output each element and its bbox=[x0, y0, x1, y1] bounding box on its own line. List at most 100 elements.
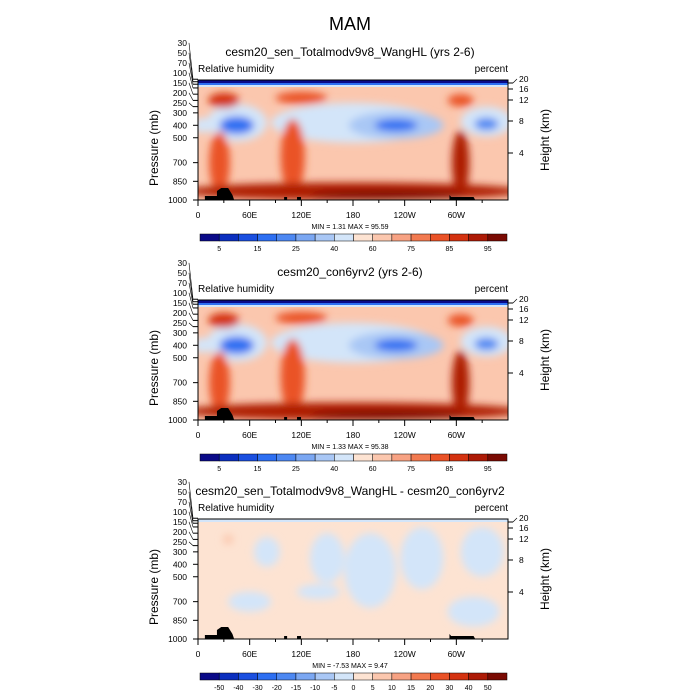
topography-island bbox=[284, 417, 288, 420]
x-tick-label: 180 bbox=[346, 430, 360, 440]
colorbar-box bbox=[468, 233, 489, 242]
y-tick-label: 150 bbox=[173, 78, 187, 88]
y-tick-label: 100 bbox=[173, 288, 187, 298]
y-tick-leader bbox=[188, 52, 194, 82]
field-features bbox=[198, 311, 508, 420]
colorbar-box bbox=[430, 453, 450, 462]
colorbar-label: -10 bbox=[310, 685, 320, 692]
colorbar-box bbox=[449, 233, 469, 242]
colorbar-box bbox=[353, 672, 373, 681]
x-tick-label: 0 bbox=[196, 430, 201, 440]
topography-island bbox=[297, 636, 302, 639]
height-tick-label: 8 bbox=[519, 116, 524, 126]
colorbar-box bbox=[449, 453, 469, 462]
colorbar-box bbox=[199, 672, 220, 681]
colorbar: 5 15 25 40 60 75 85 95 bbox=[199, 453, 508, 473]
y-tick-label: 1000 bbox=[168, 415, 187, 425]
y-tick-label: 500 bbox=[173, 133, 187, 143]
field-features bbox=[222, 526, 504, 627]
colorbar-box bbox=[468, 672, 489, 681]
y-tick-label: 50 bbox=[178, 487, 188, 497]
y-tick-label: 70 bbox=[178, 278, 188, 288]
y-tick-leader bbox=[188, 92, 194, 101]
x-tick-label: 180 bbox=[346, 210, 360, 220]
height-tick-label: 12 bbox=[519, 315, 529, 325]
colorbar-label: 5 bbox=[371, 685, 375, 692]
colorbar-box bbox=[276, 672, 297, 681]
height-tick-leader bbox=[512, 78, 518, 84]
x-tick-label: 120E bbox=[291, 649, 311, 659]
contour-region bbox=[309, 410, 465, 420]
upper-band bbox=[198, 83, 508, 85]
colorbar-box bbox=[257, 453, 277, 462]
min-max-stats: MIN = -7.53 MAX = 9.47 bbox=[312, 663, 388, 670]
height-tick-label: 16 bbox=[519, 523, 529, 533]
contour-region bbox=[452, 350, 470, 416]
y-tick-label: 200 bbox=[173, 88, 187, 98]
panel-2: cesm20_con6yrv2 (yrs 2-6)Relative humidi… bbox=[147, 258, 552, 473]
y-tick-label: 400 bbox=[173, 340, 187, 350]
x-tick-label: 60E bbox=[242, 649, 257, 659]
upper-band bbox=[198, 80, 508, 83]
colorbar-box bbox=[295, 453, 316, 462]
colorbar-box bbox=[314, 453, 335, 462]
contour-region bbox=[198, 337, 211, 353]
colorbar-box bbox=[468, 453, 489, 462]
y-tick-leader bbox=[188, 501, 194, 524]
contour-region bbox=[219, 336, 254, 355]
height-tick-label: 20 bbox=[519, 294, 529, 304]
contour-region bbox=[222, 534, 234, 545]
units-label: percent bbox=[475, 64, 509, 75]
colorbar-box bbox=[238, 453, 258, 462]
contour-region bbox=[208, 92, 240, 108]
y-tick-leader bbox=[188, 511, 194, 528]
colorbar-label: 15 bbox=[254, 246, 262, 253]
y-tick-label: 700 bbox=[173, 597, 187, 607]
contour-region bbox=[460, 526, 504, 577]
y-axis-right-label: Height (km) bbox=[538, 548, 552, 610]
topography-africa bbox=[204, 627, 235, 639]
y-tick-label: 50 bbox=[178, 268, 188, 278]
colorbar-label: 95 bbox=[484, 466, 492, 473]
colorbar-label: 75 bbox=[407, 246, 415, 253]
topography-island bbox=[284, 636, 288, 639]
colorbar-box bbox=[218, 233, 239, 242]
x-tick-label: 120E bbox=[291, 430, 311, 440]
contour-field bbox=[198, 80, 508, 200]
colorbar-box bbox=[391, 233, 412, 242]
y-tick-label: 300 bbox=[173, 328, 187, 338]
y-tick-leader bbox=[188, 272, 194, 302]
y-tick-leader bbox=[188, 312, 194, 321]
colorbar-label: 15 bbox=[254, 466, 262, 473]
panel-1: cesm20_sen_Totalmodv9v8_WangHL (yrs 2-6)… bbox=[147, 38, 552, 253]
colorbar-label: -40 bbox=[233, 685, 243, 692]
y-tick-label: 70 bbox=[178, 497, 188, 507]
colorbar-box bbox=[372, 453, 393, 462]
contour-region bbox=[309, 190, 465, 200]
y-tick-label: 200 bbox=[173, 527, 187, 537]
y-tick-label: 700 bbox=[173, 378, 187, 388]
height-tick-label: 16 bbox=[519, 304, 529, 314]
variable-label: Relative humidity bbox=[198, 503, 274, 514]
colorbar-label: 85 bbox=[446, 466, 454, 473]
height-tick-label: 16 bbox=[519, 84, 529, 94]
height-tick-label: 12 bbox=[519, 95, 529, 105]
panel-title: cesm20_con6yrv2 (yrs 2-6) bbox=[277, 265, 422, 279]
upper-band bbox=[198, 300, 508, 303]
contour-region bbox=[228, 591, 272, 612]
contour-region bbox=[374, 339, 418, 352]
y-tick-label: 30 bbox=[178, 258, 188, 268]
y-axis-right-label: Height (km) bbox=[538, 109, 552, 171]
contour-region bbox=[209, 351, 230, 414]
x-tick-label: 60E bbox=[242, 430, 257, 440]
colorbar-box bbox=[295, 672, 316, 681]
colorbar-label: -30 bbox=[253, 685, 263, 692]
colorbar-label: -20 bbox=[272, 685, 282, 692]
colorbar-box bbox=[487, 233, 508, 242]
colorbar-label: 0 bbox=[352, 685, 356, 692]
y-tick-label: 300 bbox=[173, 108, 187, 118]
x-tick-label: 120W bbox=[394, 210, 416, 220]
colorbar-box bbox=[410, 672, 431, 681]
x-tick-label: 60E bbox=[242, 210, 257, 220]
y-tick-leader bbox=[188, 541, 194, 546]
